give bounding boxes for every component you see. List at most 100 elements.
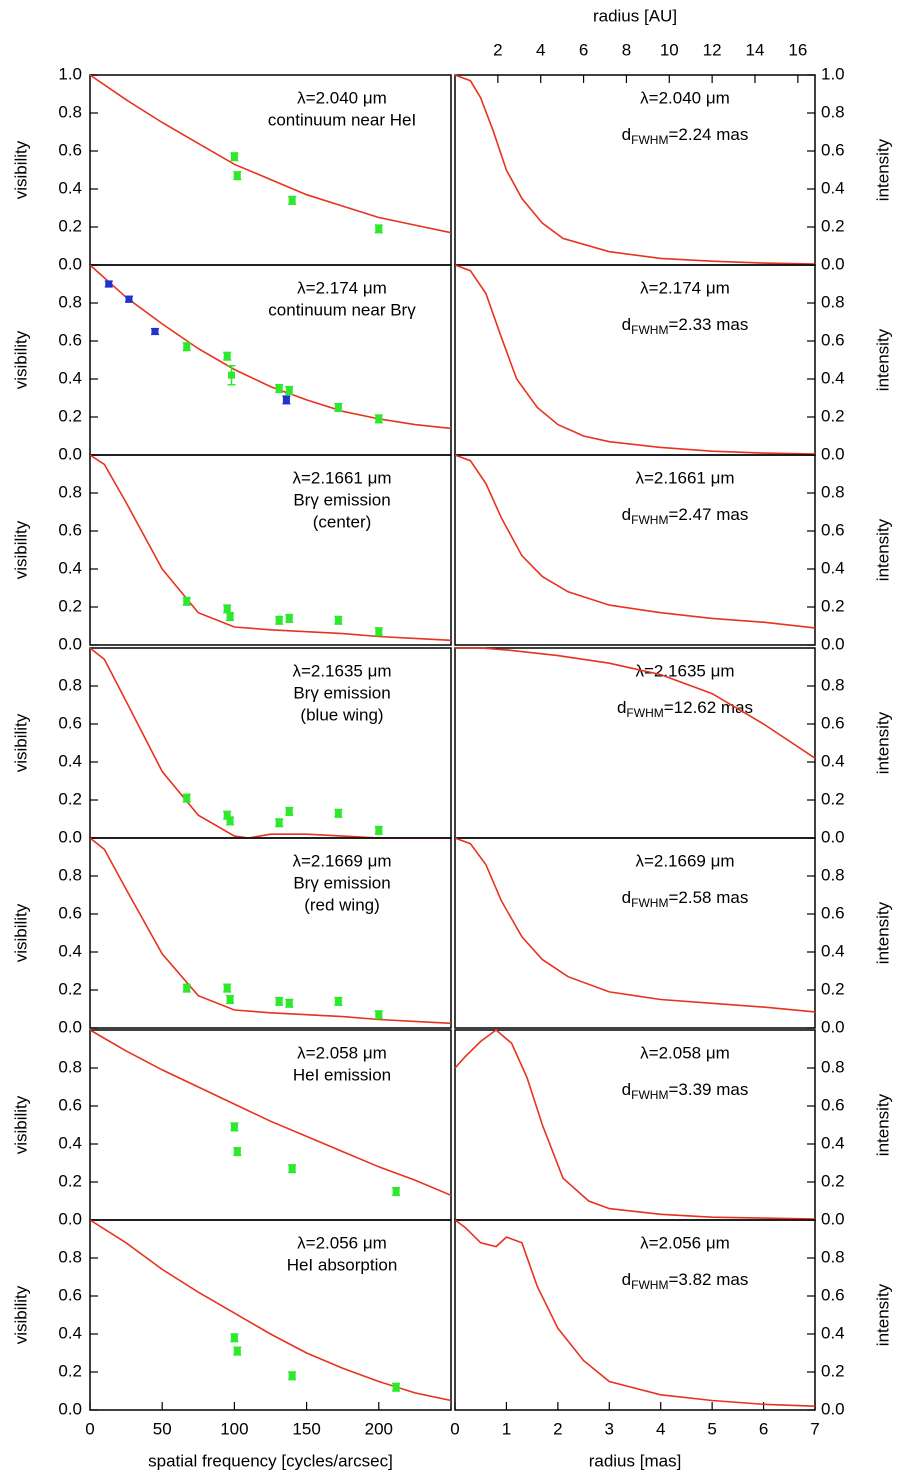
y-tick-label: 0.0	[58, 444, 82, 463]
model-curve	[89, 264, 452, 430]
y-tick-label: 0.2	[58, 1361, 82, 1380]
y-tick-label: 0.4	[58, 1323, 82, 1342]
x-tick-label: 5	[707, 1419, 716, 1438]
marker	[183, 984, 191, 992]
y-tick-label: 0.0	[821, 444, 845, 463]
y-tick-label: 0.8	[58, 1247, 82, 1266]
data-point	[374, 825, 383, 835]
annotation-part: =2.58 mas	[668, 888, 748, 907]
y-tick-label: 0.2	[58, 979, 82, 998]
data-point	[182, 983, 191, 993]
x2-tick-label: 4	[536, 40, 545, 59]
y-axis-label: intensity	[873, 711, 892, 774]
data-point	[374, 224, 383, 234]
y-axis-label: intensity	[873, 901, 892, 964]
y-tick-label: 0.8	[58, 482, 82, 501]
y-axis-label: visibility	[11, 903, 30, 962]
data-point	[288, 1164, 297, 1174]
data-point	[182, 793, 191, 803]
y-tick-label: 0.6	[58, 1095, 82, 1114]
marker	[375, 826, 383, 834]
y-tick-label: 0.2	[58, 596, 82, 615]
marker	[183, 597, 191, 605]
model-curve	[454, 1219, 816, 1407]
annotation: dFWHM=3.82 mas	[622, 1270, 749, 1292]
annotation-part: =2.47 mas	[668, 505, 748, 524]
y-tick-label: 1.0	[58, 64, 82, 83]
x2-tick-label: 2	[493, 40, 502, 59]
marker	[334, 809, 342, 817]
data-point	[226, 611, 235, 622]
marker	[183, 343, 191, 351]
annotation: λ=2.056 μm	[297, 1233, 387, 1252]
marker	[375, 415, 383, 423]
y-tick-label: 0.6	[58, 1285, 82, 1304]
y-tick-label: 0.2	[58, 1171, 82, 1190]
model-curve	[89, 837, 452, 1025]
y-axis-label: visibility	[11, 1095, 30, 1154]
data-point	[282, 395, 291, 405]
marker	[151, 328, 159, 335]
y-tick-label: 0.4	[821, 558, 845, 577]
model-curve	[454, 837, 816, 1013]
y-tick-label: 0.4	[58, 178, 82, 197]
marker	[230, 1123, 238, 1131]
data-point	[334, 615, 343, 625]
annotation: λ=2.174 μm	[640, 278, 730, 297]
y-tick-label: 0.2	[821, 216, 845, 235]
data-point	[230, 1333, 239, 1343]
annotation: λ=2.058 μm	[640, 1043, 730, 1062]
annotation: λ=2.056 μm	[640, 1233, 730, 1252]
x2-tick-label: 6	[579, 40, 588, 59]
annotation: (blue wing)	[300, 705, 383, 724]
data-point	[285, 998, 294, 1008]
marker	[275, 819, 283, 827]
annotation: dFWHM=12.62 mas	[617, 698, 753, 720]
y-tick-label: 0.4	[58, 751, 82, 770]
y-tick-label: 0.6	[821, 140, 845, 159]
data-point	[223, 604, 232, 614]
y-tick-label: 0.8	[821, 292, 845, 311]
x-tick-label: 0	[85, 1419, 94, 1438]
model-curve	[454, 74, 816, 265]
marker	[334, 997, 342, 1005]
data-point	[226, 994, 235, 1005]
y-tick-label: 0.2	[821, 596, 845, 615]
annotation: dFWHM=2.47 mas	[622, 505, 749, 527]
panel-frame	[454, 74, 816, 266]
data-point	[226, 816, 235, 826]
data-point	[230, 152, 239, 162]
y-tick-label: 0.4	[58, 1133, 82, 1152]
data-point	[334, 808, 343, 818]
y-tick-label: 0.0	[58, 634, 82, 653]
y-tick-label: 0.4	[821, 751, 845, 770]
y-tick-label: 0.4	[58, 368, 82, 387]
y-tick-label: 0.0	[58, 1209, 82, 1228]
x2-tick-label: 12	[703, 40, 722, 59]
marker	[285, 386, 293, 394]
y-axis-label: intensity	[873, 518, 892, 581]
y-tick-label: 0.4	[821, 941, 845, 960]
data-point	[374, 414, 383, 424]
y-tick-label: 0.0	[821, 1209, 845, 1228]
y-tick-label: 0.4	[58, 941, 82, 960]
y-tick-label: 0.2	[58, 216, 82, 235]
marker	[375, 1011, 383, 1019]
annotation-part: d	[622, 1270, 631, 1289]
marker	[392, 1188, 400, 1195]
y-tick-label: 0.4	[821, 1133, 845, 1152]
y-tick-label: 0.8	[821, 865, 845, 884]
annotation-part: FWHM	[631, 133, 668, 147]
data-point	[275, 818, 284, 828]
y-tick-label: 0.8	[821, 675, 845, 694]
y-tick-label: 0.6	[58, 520, 82, 539]
x-tick-label: 200	[365, 1419, 393, 1438]
y-tick-label: 0.2	[58, 789, 82, 808]
data-point	[288, 195, 297, 205]
x-tick-label: 6	[759, 1419, 768, 1438]
annotation: λ=2.1669 μm	[635, 851, 734, 870]
x-tick-label: 50	[153, 1419, 172, 1438]
y-axis-label: visibility	[11, 330, 30, 389]
marker	[334, 404, 342, 411]
